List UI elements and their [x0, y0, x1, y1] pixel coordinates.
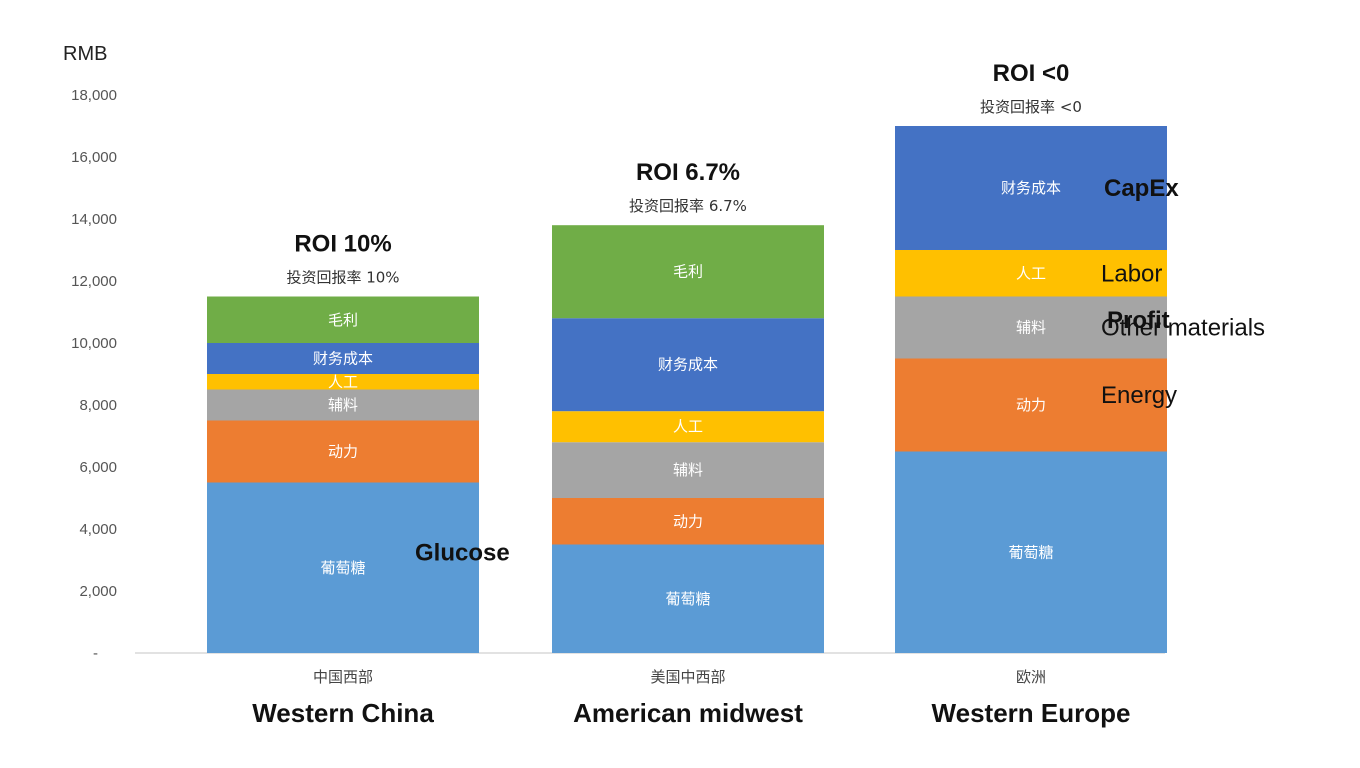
bar-segment	[895, 451, 1167, 653]
annotation-label: Glucose	[415, 539, 510, 566]
roi-label-cn: 投资回报率 <0	[980, 98, 1082, 116]
annotation-label: Other materials	[1101, 315, 1265, 342]
category-label: 美国中西部	[650, 668, 725, 686]
y-tick-label: 18,000	[71, 87, 117, 104]
y-tick-label: 6,000	[79, 459, 117, 476]
roi-label-cn: 投资回报率 10%	[286, 269, 399, 287]
category-label: 欧洲	[1016, 668, 1046, 686]
segment-label: 财务成本	[313, 350, 373, 368]
segment-label: 毛利	[673, 263, 703, 281]
category-label-en: Western Europe	[932, 698, 1131, 728]
bar-segment	[552, 318, 824, 412]
segment-label: 葡萄糖	[665, 590, 710, 608]
annotation-label: Labor	[1101, 260, 1162, 287]
segment-label: 人工	[1016, 264, 1046, 282]
bar-segment	[207, 296, 479, 343]
segment-label: 人工	[328, 373, 358, 391]
segment-label: 财务成本	[1001, 179, 1061, 197]
bar-segment	[895, 126, 1167, 250]
bar-segment	[895, 250, 1167, 297]
segment-label: 动力	[328, 443, 358, 461]
segment-label: 辅料	[673, 461, 703, 479]
category-labels: 中国西部 Western China 美国中西部 American midwest 欧洲…	[252, 668, 1130, 728]
bar-segment	[552, 498, 824, 545]
bar-segment	[552, 225, 824, 319]
y-axis-unit-label: RMB	[63, 43, 107, 65]
bar-segment	[207, 420, 479, 483]
roi-label-cn: 投资回报率 6.7%	[629, 197, 747, 215]
y-tick-label: 12,000	[71, 273, 117, 290]
roi-label: ROI 10%	[294, 231, 391, 258]
segment-label: 辅料	[1016, 319, 1046, 337]
roi-label: ROI 6.7%	[636, 159, 740, 186]
segment-label: 葡萄糖	[1008, 543, 1053, 561]
category-label-en: Western China	[252, 698, 434, 728]
segment-label: 动力	[1016, 396, 1046, 414]
segment-label: 葡萄糖	[320, 559, 365, 577]
bars: 葡萄糖动力辅料人工财务成本毛利葡萄糖动力辅料人工财务成本毛利葡萄糖动力辅料人工财…	[207, 126, 1167, 653]
bar-segment	[207, 389, 479, 421]
annotation-label: CapEx	[1104, 175, 1179, 202]
bar-segment	[895, 296, 1167, 359]
roi-labels: ROI 10% 投资回报率 10% ROI 6.7% 投资回报率 6.7% ROI <0…	[286, 60, 1082, 287]
y-tick-label: 14,000	[71, 211, 117, 228]
y-tick-label: -	[93, 645, 98, 662]
category-label: 中国西部	[313, 668, 373, 686]
y-tick-label: 8,000	[79, 397, 117, 414]
bar-segment	[552, 411, 824, 443]
annotation-label: Energy	[1101, 382, 1177, 409]
y-tick-label: 16,000	[71, 149, 117, 166]
bar-segment	[207, 374, 479, 390]
segment-label: 动力	[673, 512, 703, 530]
segment-label: 人工	[673, 418, 703, 436]
y-tick-label: 2,000	[79, 583, 117, 600]
bar-segment	[552, 442, 824, 498]
segment-label: 毛利	[328, 311, 358, 329]
y-axis: - 2,000 4,000 6,000 8,000 10,000 12,000 14,000 1…	[71, 87, 117, 662]
bar-segment	[207, 482, 479, 653]
annotation-labels: Profit CapEx Labor Other materials Energy Glu…	[415, 175, 1265, 566]
roi-label: ROI <0	[993, 60, 1070, 87]
y-tick-label: 4,000	[79, 521, 117, 538]
annotation-label: Profit	[1107, 307, 1170, 334]
bar-segment	[895, 358, 1167, 452]
segment-label: 辅料	[328, 396, 358, 414]
bar-segment	[207, 343, 479, 374]
bar-segment	[552, 544, 824, 653]
y-tick-label: 10,000	[71, 335, 117, 352]
category-label-en: American midwest	[573, 698, 803, 728]
segment-label: 财务成本	[658, 356, 718, 374]
